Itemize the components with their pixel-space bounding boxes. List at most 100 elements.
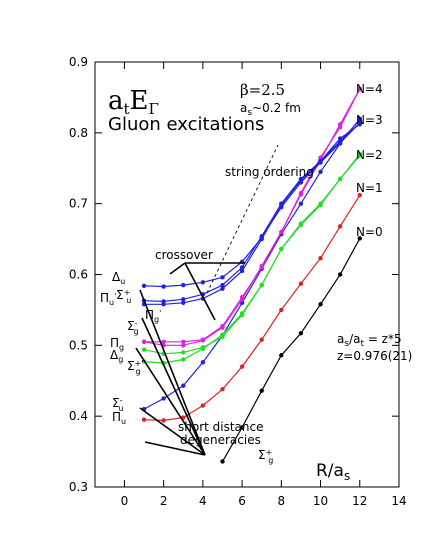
data-point xyxy=(318,256,323,261)
y-tick-label: 0.4 xyxy=(69,409,88,423)
degeneracy-arrow-4 xyxy=(139,407,206,456)
state-label-sigma-g-plus: Σ+ g xyxy=(258,448,273,465)
level-label-n0: N=0 xyxy=(356,225,383,239)
data-point xyxy=(239,312,245,318)
data-point xyxy=(141,417,147,422)
data-point xyxy=(161,418,166,423)
data-point xyxy=(298,331,304,336)
series-9 xyxy=(141,122,362,307)
data-point xyxy=(239,364,245,369)
data-point xyxy=(220,334,225,340)
chart-subtitle: Gluon excitations xyxy=(108,114,264,135)
degeneracy-arrow-5 xyxy=(144,441,206,456)
data-point xyxy=(318,169,323,174)
annotation-arrows xyxy=(135,144,279,456)
data-point xyxy=(181,343,186,348)
data-point xyxy=(279,246,284,252)
x-tick-label: 6 xyxy=(238,494,246,508)
x-tick-label: 4 xyxy=(199,494,207,508)
data-point xyxy=(357,86,362,92)
data-point xyxy=(181,357,186,362)
data-point xyxy=(259,236,264,242)
data-point xyxy=(357,192,362,198)
x-tick-label: 12 xyxy=(352,494,367,508)
level-label-n2: N=2 xyxy=(356,148,383,162)
data-point xyxy=(259,282,264,288)
data-point xyxy=(298,178,304,183)
data-point xyxy=(220,387,225,392)
x-tick-label: 2 xyxy=(160,494,168,508)
data-point xyxy=(279,353,284,358)
data-point xyxy=(298,281,304,286)
data-point xyxy=(357,122,362,127)
ratio-label: as/at = z*5 xyxy=(337,332,402,349)
series-line xyxy=(143,194,361,422)
beta-label: β=2.5 xyxy=(240,81,285,99)
data-point xyxy=(181,282,186,288)
data-point xyxy=(318,158,323,164)
y-tick-label: 0.5 xyxy=(69,338,88,352)
data-point xyxy=(279,229,284,235)
degeneracy-arrow-2 xyxy=(141,317,206,456)
series-line xyxy=(143,118,361,410)
series-layer xyxy=(141,86,362,464)
data-point xyxy=(200,345,206,350)
x-tick-label: 14 xyxy=(391,494,406,508)
series-2 xyxy=(141,116,362,412)
data-point xyxy=(337,224,343,229)
data-point xyxy=(181,339,186,344)
data-point xyxy=(220,459,225,464)
y-tick-label: 0.9 xyxy=(69,55,88,69)
data-point xyxy=(200,403,206,408)
series-line xyxy=(144,123,361,305)
y-tick-label: 0.7 xyxy=(69,197,88,211)
data-point xyxy=(337,122,343,127)
data-point xyxy=(161,302,166,307)
data-point xyxy=(181,350,186,355)
data-point xyxy=(220,286,225,291)
data-point xyxy=(239,268,245,274)
data-point xyxy=(298,192,304,197)
series-4 xyxy=(141,153,362,357)
data-point xyxy=(141,283,147,289)
data-point xyxy=(337,140,343,145)
degeneracy-arrow-3 xyxy=(135,347,206,456)
degeneracies-label: degeneracies xyxy=(180,433,261,447)
data-point xyxy=(279,202,284,208)
data-point xyxy=(298,221,304,226)
data-point xyxy=(259,265,264,270)
data-point xyxy=(200,337,206,342)
data-point xyxy=(337,176,343,182)
state-label-pi-g-prime: Πg' xyxy=(145,308,161,324)
data-point xyxy=(220,324,225,329)
y-tick-label: 0.6 xyxy=(69,268,88,282)
data-point xyxy=(337,272,343,277)
state-label-pi-u: Πu xyxy=(112,410,126,426)
x-tick-label: 10 xyxy=(313,494,328,508)
level-label-n3: N=3 xyxy=(356,113,383,127)
state-label-sigma-u-minus: Σ-u xyxy=(112,396,124,413)
short-distance-label: short distance xyxy=(178,420,264,434)
x-axis-label: R/as xyxy=(316,461,350,483)
series-8 xyxy=(141,120,362,289)
crossover-arrow-left xyxy=(169,262,186,275)
x-tick-label: 8 xyxy=(278,494,286,508)
series-0 xyxy=(220,236,362,464)
crossover-label: crossover xyxy=(155,248,213,262)
series-line xyxy=(144,88,361,343)
data-point xyxy=(220,282,225,288)
data-point xyxy=(181,297,186,302)
data-point xyxy=(239,294,245,300)
series-line xyxy=(221,238,361,462)
level-label-n4: N=4 xyxy=(356,82,383,96)
x-tick-label: 0 xyxy=(121,494,129,508)
data-point xyxy=(259,388,264,393)
data-point xyxy=(357,153,362,158)
y-tick-label: 0.3 xyxy=(69,480,88,494)
data-point xyxy=(239,425,245,430)
level-label-n1: N=1 xyxy=(356,181,383,195)
data-point xyxy=(357,236,362,241)
data-point xyxy=(161,339,166,344)
